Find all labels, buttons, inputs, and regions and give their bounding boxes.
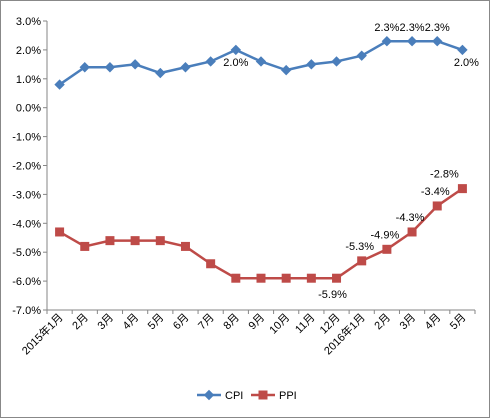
ppi-point bbox=[130, 236, 140, 246]
x-tick-label: 2015年1月 bbox=[19, 310, 66, 357]
x-tick-label: 2月 bbox=[70, 312, 91, 333]
x-tick-label: 5月 bbox=[146, 312, 167, 333]
y-axis-ticks: 3.0% 2.0% 1.0% 0.0% -1.0% -2.0% -3.0% -4.0% -5.0… bbox=[12, 16, 47, 317]
ppi-data-label: -5.9% bbox=[318, 289, 347, 301]
ppi-point bbox=[180, 241, 190, 251]
x-tick-label: 2月 bbox=[372, 312, 393, 333]
cpi-data-label: 2.0% bbox=[223, 57, 248, 69]
ppi-legend-label: PPI bbox=[279, 390, 297, 402]
ppi-data-label: -4.3% bbox=[396, 212, 425, 224]
ppi-point bbox=[231, 273, 241, 283]
y-tick-label: 3.0% bbox=[16, 16, 41, 28]
ppi-point bbox=[155, 236, 165, 246]
cpi-point bbox=[155, 67, 166, 79]
ppi-point bbox=[206, 259, 216, 269]
ppi-legend-marker bbox=[258, 390, 268, 400]
cpi-point bbox=[205, 56, 216, 67]
ppi-point bbox=[55, 227, 65, 237]
y-tick-label: -4.0% bbox=[12, 218, 41, 230]
x-tick-label: 3月 bbox=[95, 312, 116, 333]
ppi-point bbox=[332, 273, 342, 283]
data-labels: 2.0%2.3% 2.3% 2.3%2.0%-5.9%-5.3%-4.9%-4.3%… bbox=[223, 22, 479, 301]
y-tick-label: 1.0% bbox=[16, 74, 41, 86]
y-tick-label: -1.0% bbox=[12, 132, 41, 144]
y-tick-label: -7.0% bbox=[12, 305, 41, 317]
cpi-point bbox=[280, 64, 292, 76]
cpi-point bbox=[457, 44, 468, 56]
x-tick-label: 4月 bbox=[423, 312, 444, 333]
x-tick-label: 3月 bbox=[398, 312, 419, 333]
cpi-point bbox=[306, 59, 317, 70]
y-tick-label: 2.0% bbox=[16, 45, 41, 57]
cpi-point bbox=[331, 56, 342, 67]
x-tick-label: 4月 bbox=[121, 312, 142, 333]
ppi-point bbox=[80, 241, 90, 251]
ppi-point bbox=[105, 236, 115, 246]
cpi-legend-label: CPI bbox=[225, 390, 243, 402]
ppi-point bbox=[357, 256, 367, 266]
y-tick-label: -2.0% bbox=[12, 161, 41, 173]
ppi-point bbox=[256, 273, 266, 283]
ppi-point bbox=[306, 273, 316, 283]
cpi-point bbox=[406, 36, 418, 47]
cpi-point bbox=[381, 36, 393, 47]
cpi-point bbox=[255, 56, 267, 67]
cpi-point bbox=[180, 62, 191, 73]
x-tick-label: 8月 bbox=[221, 312, 242, 333]
cpi-legend-marker bbox=[203, 389, 215, 401]
y-tick-label: 0.0% bbox=[16, 103, 41, 115]
cpi-point bbox=[129, 59, 141, 70]
ppi-point bbox=[281, 273, 291, 283]
ppi-line bbox=[58, 187, 464, 280]
x-tick-label: 7月 bbox=[196, 312, 217, 333]
series-layer bbox=[54, 36, 468, 283]
ppi-point bbox=[457, 184, 467, 194]
ppi-data-label: -4.9% bbox=[371, 229, 400, 241]
x-tick-label: 10月 bbox=[267, 312, 292, 337]
ppi-data-label: -3.4% bbox=[421, 186, 450, 198]
ppi-data-label: -2.8% bbox=[430, 169, 459, 181]
x-tick-label: 5月 bbox=[448, 312, 469, 333]
x-tick-label: 11月 bbox=[293, 312, 317, 336]
legend: CPI PPI bbox=[197, 389, 297, 402]
y-tick-label: -5.0% bbox=[12, 247, 41, 259]
cpi-point bbox=[356, 50, 367, 61]
cpi-point bbox=[79, 62, 90, 73]
ppi-point bbox=[382, 244, 392, 254]
cpi-point bbox=[104, 62, 116, 73]
y-tick-label: -6.0% bbox=[12, 276, 41, 288]
cpi-data-label: 2.0% bbox=[454, 57, 479, 69]
cpi-data-label: 2.3% bbox=[425, 22, 450, 34]
y-tick-label: -3.0% bbox=[12, 189, 41, 201]
x-tick-label: 9月 bbox=[247, 312, 268, 333]
ppi-data-label: -5.3% bbox=[345, 241, 374, 253]
cpi-data-label: 2.3% bbox=[400, 22, 425, 34]
ppi-point bbox=[432, 201, 442, 211]
cpi-point bbox=[432, 36, 443, 47]
x-tick-label: 6月 bbox=[171, 312, 192, 333]
cpi-data-label: 2.3% bbox=[374, 22, 399, 34]
cpi-point bbox=[54, 79, 65, 90]
ppi-point bbox=[407, 227, 417, 237]
cpi-point bbox=[230, 44, 242, 56]
